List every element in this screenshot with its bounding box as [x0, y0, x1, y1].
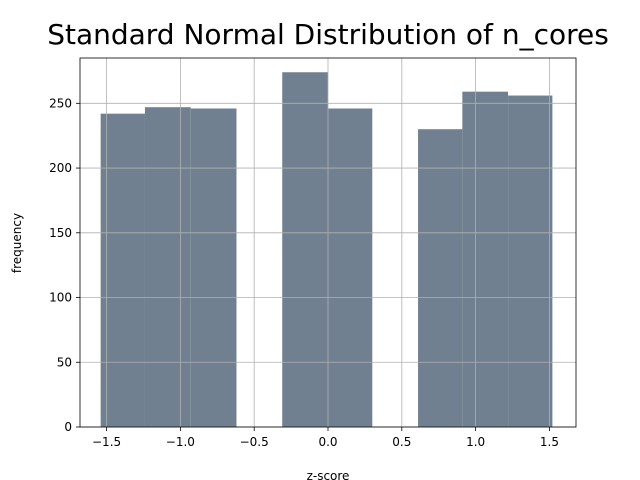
x-tick-label-0: −1.5: [92, 435, 121, 449]
grid-lines: [80, 58, 576, 428]
histogram-bar-9: [508, 95, 553, 428]
y-tick-label-5: 250: [49, 96, 72, 110]
y-tick-label-1: 50: [57, 355, 72, 369]
x-axis-label: z-score: [307, 469, 350, 480]
histogram-bar-1: [144, 107, 191, 427]
x-tick-label-3: 0.0: [318, 435, 337, 449]
y-tick-label-3: 150: [49, 226, 72, 240]
x-tick-label-2: −0.5: [240, 435, 269, 449]
histogram-bar-5: [328, 108, 373, 427]
y-axis-ticks: 0 50 100 150 200 250: [49, 96, 80, 434]
x-tick-label-6: 1.5: [540, 435, 559, 449]
histogram-bar-7: [418, 129, 463, 428]
x-tick-label-5: 1.0: [466, 435, 485, 449]
x-tick-label-4: 0.5: [392, 435, 411, 449]
x-axis-ticks: −1.5 −1.0 −0.5 0.0 0.5 1.0 1.5: [92, 427, 559, 449]
chart-title: Standard Normal Distribution of n_cores: [47, 18, 609, 51]
histogram-bar-2: [190, 108, 237, 427]
y-axis-label: frequency: [10, 213, 24, 273]
x-tick-label-1: −1.0: [166, 435, 195, 449]
y-tick-label-0: 0: [64, 420, 72, 434]
histogram-bar-4: [282, 72, 328, 428]
histogram-bar-0: [100, 113, 145, 428]
y-tick-label-2: 100: [49, 291, 72, 305]
bars-group: [100, 72, 553, 428]
y-tick-label-4: 200: [49, 161, 72, 175]
histogram-bar-8: [462, 91, 509, 428]
